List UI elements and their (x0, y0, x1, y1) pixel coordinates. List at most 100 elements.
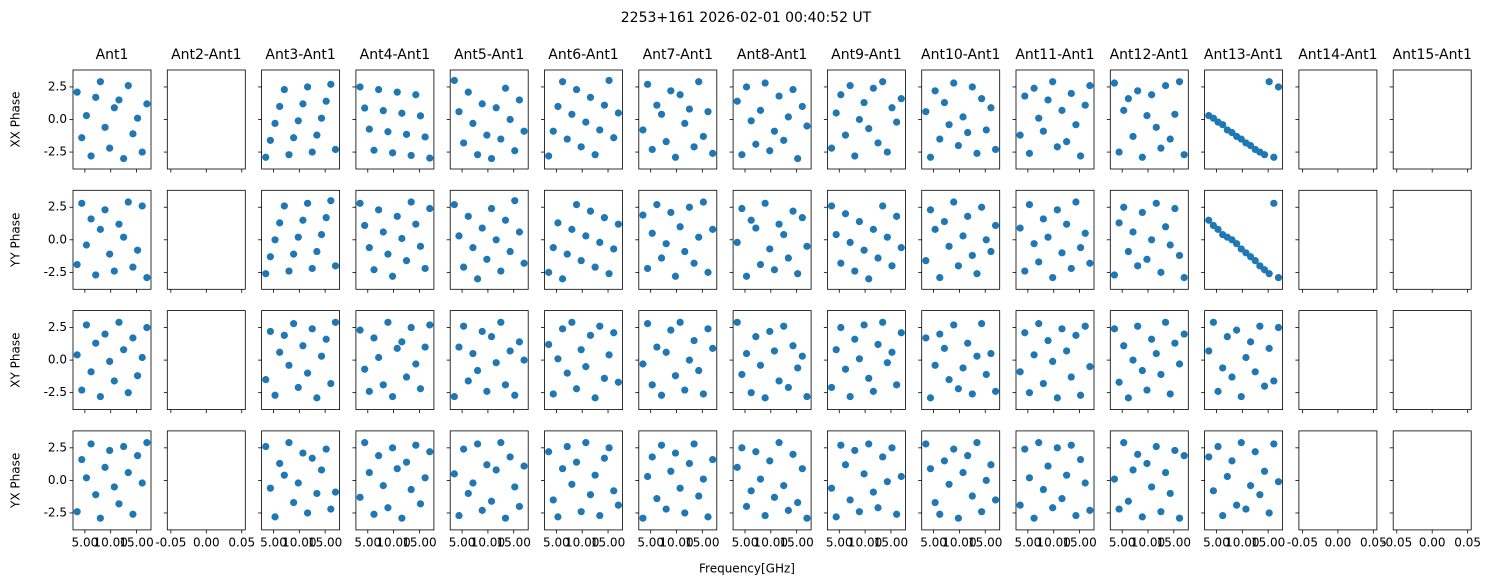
scatter-point (271, 119, 279, 128)
scatter-point (1143, 386, 1151, 394)
scatter-point (851, 267, 859, 275)
x-tick-label: 10.00 (94, 535, 128, 549)
scatter-point (73, 508, 81, 516)
scatter-point (572, 85, 581, 94)
scatter-point (1076, 244, 1085, 252)
scatter-point (506, 115, 514, 124)
scatter-point (1072, 331, 1080, 339)
scatter-point (582, 439, 590, 447)
scatter-point (554, 513, 562, 521)
column-title: Ant14-Ant1 (1298, 47, 1377, 63)
scatter-point (554, 102, 562, 111)
scatter-point (1076, 391, 1085, 399)
scatter-point (464, 88, 472, 96)
scatter-point (832, 230, 840, 239)
scatter-point (262, 376, 270, 384)
scatter-point (945, 121, 953, 129)
scatter-point (455, 108, 463, 116)
scatter-point (1086, 259, 1094, 267)
scatter-point (1120, 106, 1128, 114)
scatter-point (695, 492, 703, 500)
scatter-point (1030, 240, 1038, 248)
scatter-point (361, 439, 369, 447)
panel (1295, 189, 1378, 293)
panel (823, 69, 906, 173)
scatter-point (1214, 387, 1222, 395)
scatter-point (460, 322, 468, 330)
scatter-point (699, 475, 707, 483)
scatter-point (1175, 251, 1184, 260)
scatter-point (1115, 148, 1123, 156)
scatter-point (1228, 373, 1236, 381)
scatter-point (460, 139, 468, 147)
scatter-point (1129, 132, 1137, 141)
panel (446, 69, 529, 173)
scatter-point (832, 346, 840, 354)
scatter-point (926, 153, 935, 161)
scatter-point (1058, 249, 1066, 257)
scatter-point (846, 238, 854, 247)
scatter-point (936, 510, 944, 518)
scatter-point (96, 392, 104, 401)
scatter-point (317, 114, 326, 122)
panel: -0.05 0.00 0.05 (1381, 430, 1481, 549)
y-tick-label: 2.5 (48, 200, 67, 214)
scatter-point (558, 465, 567, 473)
scatter-point (586, 207, 595, 215)
scatter-point (294, 117, 302, 125)
scatter-point (290, 134, 298, 142)
scatter-point (416, 112, 425, 120)
scatter-point (794, 270, 802, 278)
scatter-point (695, 233, 703, 241)
scatter-point (464, 212, 472, 220)
scatter-point (639, 360, 647, 368)
scatter-point (690, 259, 698, 267)
y-tick-label: -2.5 (44, 505, 67, 519)
scatter-point (784, 254, 792, 262)
scatter-point (285, 267, 293, 275)
scatter-point (1166, 489, 1174, 498)
scatter-point (931, 361, 939, 369)
column-title: Ant6-Ant1 (548, 47, 618, 63)
scatter-point (388, 444, 397, 452)
x-tick-label: 15.00 (874, 535, 908, 549)
scatter-point (285, 151, 293, 159)
scatter-point (888, 262, 896, 270)
scatter-point (1035, 439, 1043, 447)
scatter-point (893, 118, 901, 126)
scatter-point (276, 348, 284, 356)
panel: 2.5 0.0 -2.5 XX Phase (9, 69, 152, 173)
scatter-point (393, 88, 401, 96)
scatter-point (106, 144, 114, 152)
scatter-point (648, 453, 656, 461)
points (922, 79, 1000, 161)
scatter-point (379, 381, 387, 389)
scatter-point (322, 335, 330, 343)
scatter-point (511, 197, 519, 205)
scatter-point (841, 131, 850, 139)
scatter-point (614, 220, 622, 228)
scatter-point (648, 381, 656, 389)
column-title: Ant8-Ant1 (737, 47, 807, 63)
scatter-point (860, 321, 868, 329)
scatter-point (798, 352, 806, 360)
scatter-point (851, 335, 859, 343)
scatter-point (1161, 468, 1170, 477)
scatter-point (426, 154, 434, 162)
scatter-point (610, 134, 618, 142)
panel (918, 310, 1001, 414)
x-tick-label: -0.05 (155, 535, 186, 549)
scatter-point (798, 102, 806, 111)
scatter-point (893, 212, 901, 220)
scatter-point (501, 514, 510, 522)
scatter-point (327, 197, 335, 205)
scatter-point (87, 215, 95, 223)
scatter-point (370, 146, 378, 154)
scatter-point (280, 331, 288, 339)
scatter-point (1180, 151, 1188, 159)
scatter-point (596, 126, 604, 134)
scatter-point (789, 450, 797, 458)
